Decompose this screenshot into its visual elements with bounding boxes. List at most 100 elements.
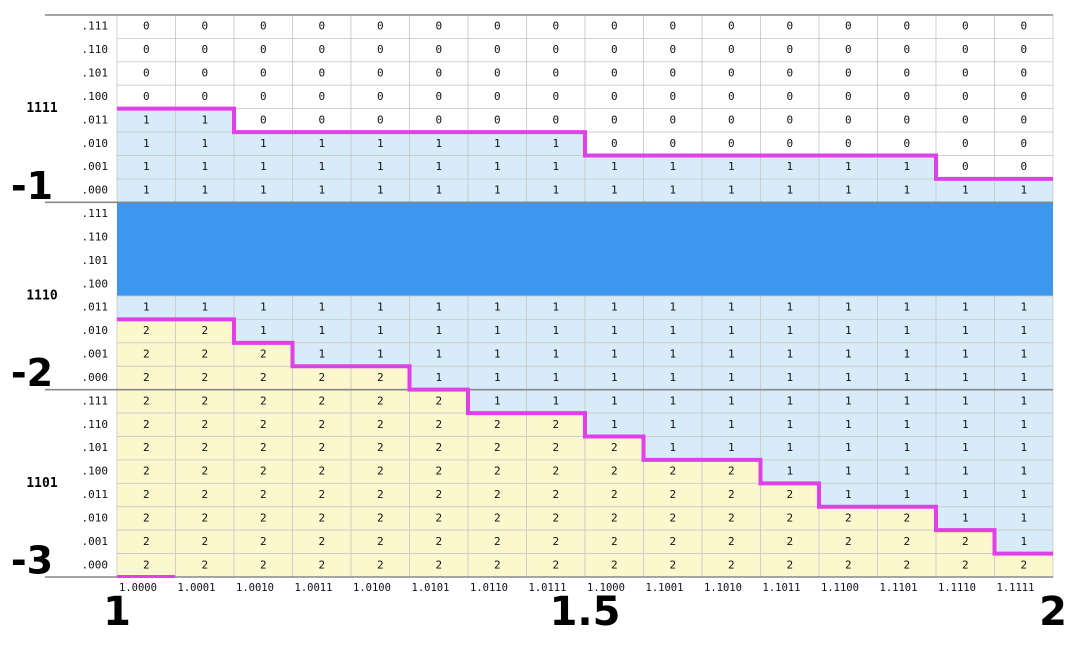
cell-value: 1	[903, 465, 910, 478]
cell-value: 0	[669, 67, 676, 80]
cell-value: 2	[377, 511, 384, 524]
cell-value: 1	[1020, 371, 1027, 384]
cell-value: 1	[903, 160, 910, 173]
cell-value: 1	[494, 394, 501, 407]
cell-value: 2	[201, 558, 208, 571]
cell-value: 1	[1020, 184, 1027, 197]
cell-value: 0	[143, 43, 150, 56]
cell-value: 1	[845, 160, 852, 173]
cell-value: 0	[669, 137, 676, 150]
cell-value: 1	[669, 418, 676, 431]
cell-value: 2	[494, 558, 501, 571]
cell-value: 2	[260, 348, 267, 361]
cell-value: 0	[494, 20, 501, 33]
cell-value: 1	[845, 348, 852, 361]
cell-value: 1	[786, 160, 793, 173]
column-label: 1.0100	[353, 582, 391, 594]
cell-value: 1	[728, 324, 735, 337]
cell-value: 2	[728, 511, 735, 524]
cell-value: 0	[611, 20, 618, 33]
cell-value: 2	[318, 488, 325, 501]
column-label: 1.1100	[821, 582, 859, 594]
cell-value: 1	[611, 394, 618, 407]
cell-value: 2	[377, 371, 384, 384]
cell-value: 1	[962, 488, 969, 501]
cell-value: 1	[786, 394, 793, 407]
row-label: .100	[82, 465, 109, 478]
row-label: .011	[82, 301, 109, 314]
cell-value: 0	[728, 113, 735, 126]
cell-value: 0	[962, 67, 969, 80]
cell-value: 0	[669, 20, 676, 33]
cell-value: 1	[845, 371, 852, 384]
cell-value: 0	[669, 43, 676, 56]
blank-band	[117, 272, 1053, 297]
cell-value: 2	[611, 535, 618, 548]
cell-value: 0	[669, 90, 676, 103]
cell-value: 2	[377, 488, 384, 501]
cell-value: 1	[143, 137, 150, 150]
cell-value: 0	[435, 90, 442, 103]
cell-value: 2	[435, 394, 442, 407]
blank-band	[117, 249, 1053, 274]
cell-value: 0	[786, 90, 793, 103]
cell-value: 0	[903, 43, 910, 56]
cell-value: 1	[962, 301, 969, 314]
cell-value: 1	[903, 301, 910, 314]
cell-value: 2	[611, 465, 618, 478]
cell-value: 1	[669, 371, 676, 384]
cell-value: 1	[201, 184, 208, 197]
column-label: 1.1111	[997, 582, 1035, 594]
cell-value: 1	[494, 324, 501, 337]
cell-value: 1	[669, 348, 676, 361]
cell-value: 1	[552, 371, 559, 384]
cell-value: 0	[611, 90, 618, 103]
cell-value: 1	[669, 394, 676, 407]
cell-value: 0	[903, 113, 910, 126]
group-label: 1101	[26, 476, 57, 491]
cell-value: 0	[435, 20, 442, 33]
cell-value: 1	[552, 348, 559, 361]
cell-value: 1	[318, 137, 325, 150]
cell-value: 2	[201, 418, 208, 431]
cell-value: 2	[494, 418, 501, 431]
cell-value: 1	[845, 418, 852, 431]
column-label: 1.0101	[412, 582, 450, 594]
cell-value: 0	[260, 113, 267, 126]
cell-value: 1	[845, 465, 852, 478]
cell-value: 0	[201, 20, 208, 33]
cell-value: 0	[1020, 67, 1027, 80]
cell-value: 0	[962, 137, 969, 150]
row-label: .100	[82, 90, 109, 103]
cell-value: 2	[494, 465, 501, 478]
row-label: .000	[82, 558, 109, 571]
cell-value: 1	[903, 488, 910, 501]
cell-value: 2	[201, 488, 208, 501]
cell-value: 1	[728, 441, 735, 454]
cell-value: 2	[260, 441, 267, 454]
cell-value: 0	[494, 67, 501, 80]
row-label: .010	[82, 324, 109, 337]
cell-value: 1	[611, 301, 618, 314]
cell-value: 1	[786, 465, 793, 478]
cell-value: 1	[728, 418, 735, 431]
cell-value: 1	[435, 324, 442, 337]
group-label: 1111	[26, 101, 57, 116]
cell-value: 2	[143, 535, 150, 548]
cell-value: 1	[552, 137, 559, 150]
cell-value: 0	[728, 67, 735, 80]
cell-value: 2	[552, 488, 559, 501]
column-label: 1.0110	[470, 582, 508, 594]
cell-value: 1	[786, 371, 793, 384]
cell-value: 0	[903, 20, 910, 33]
cell-value: 0	[962, 160, 969, 173]
cell-value: 0	[143, 67, 150, 80]
cell-value: 2	[377, 465, 384, 478]
cell-value: 1	[611, 324, 618, 337]
cell-value: 1	[903, 418, 910, 431]
cell-value: 2	[260, 418, 267, 431]
row-label: .111	[82, 207, 109, 220]
row-label: .000	[82, 371, 109, 384]
cell-value: 0	[903, 67, 910, 80]
